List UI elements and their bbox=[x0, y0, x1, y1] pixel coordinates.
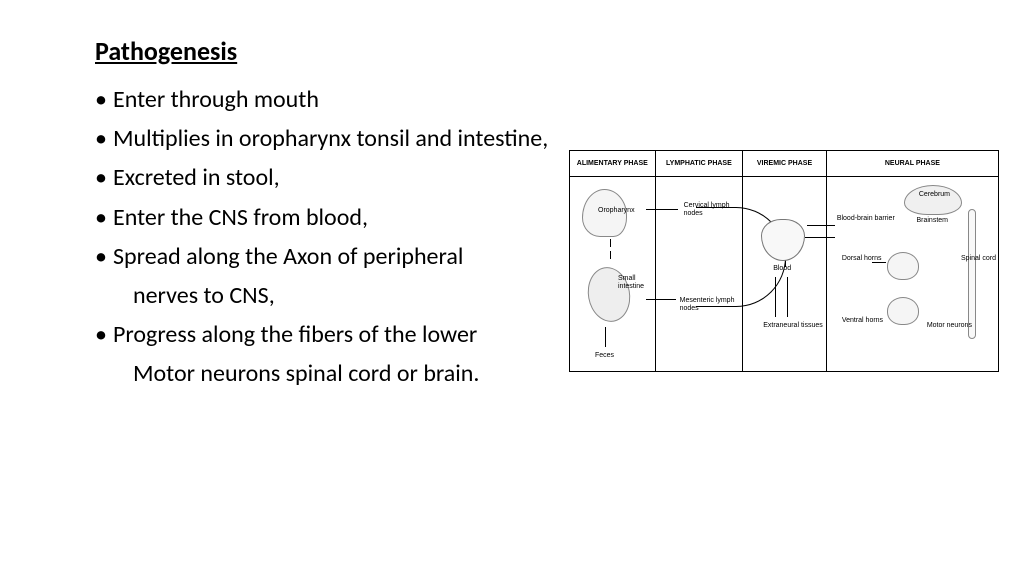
small-intestine-label: Small intestine bbox=[618, 275, 655, 290]
slide-heading: Pathogenesis bbox=[95, 35, 1024, 67]
arrow-icon bbox=[872, 262, 886, 263]
neural-phase-col: Cerebrum Blood-brain barrier Brainstem S… bbox=[827, 177, 998, 372]
oropharynx-label: Oropharynx bbox=[598, 207, 635, 215]
bullet-text: Enter through mouth bbox=[113, 85, 319, 114]
arrow-icon bbox=[605, 327, 606, 347]
lymphatic-phase-col: Cervical lymph nodes Mesenteric lymph no… bbox=[656, 177, 744, 372]
phase-body-row: Oropharynx Small intestine Feces Cervica… bbox=[570, 177, 998, 372]
bullet-text: Spread along the Axon of peripheral bbox=[113, 242, 463, 271]
cross-section-icon bbox=[887, 297, 919, 325]
spinal-cord-icon bbox=[968, 209, 976, 339]
phase-header-cell: NEURAL PHASE bbox=[827, 151, 998, 176]
spinal-cord-label: Spinal cord bbox=[961, 255, 996, 263]
cerebrum-label: Cerebrum bbox=[919, 191, 950, 199]
bullet-item: Enter through mouth bbox=[95, 81, 1024, 118]
bullet-text: Progress along the fibers of the lower bbox=[113, 320, 477, 349]
motor-neurons-label: Motor neurons bbox=[927, 322, 972, 330]
slide-content: Pathogenesis Enter through mouth Multipl… bbox=[0, 0, 1024, 576]
heart-icon bbox=[761, 219, 805, 261]
intestine-icon bbox=[584, 264, 635, 325]
arrow-icon bbox=[787, 277, 788, 317]
bullet-text: Enter the CNS from blood, bbox=[113, 203, 368, 232]
bbb-label: Blood-brain barrier bbox=[837, 215, 895, 223]
brainstem-label: Brainstem bbox=[916, 217, 948, 225]
bullet-text: Excreted in stool, bbox=[113, 163, 280, 192]
arrow-icon bbox=[610, 239, 611, 247]
ventral-horns-label: Ventral horns bbox=[842, 317, 883, 325]
arrow-icon bbox=[646, 209, 678, 210]
bullet-text: Multiplies in oropharynx tonsil and inte… bbox=[113, 124, 548, 153]
arrow-icon bbox=[775, 277, 776, 317]
phase-header-cell: LYMPHATIC PHASE bbox=[656, 151, 744, 176]
blood-label: Blood bbox=[773, 265, 791, 273]
alimentary-phase-col: Oropharynx Small intestine Feces bbox=[570, 177, 656, 372]
arrow-icon bbox=[646, 299, 676, 300]
brain-icon bbox=[904, 185, 962, 215]
viremic-phase-col: Blood Extraneural tissues bbox=[743, 177, 827, 372]
arrow-icon bbox=[610, 251, 611, 259]
phase-header-cell: VIREMIC PHASE bbox=[743, 151, 827, 176]
phase-header-row: ALIMENTARY PHASE LYMPHATIC PHASE VIREMIC… bbox=[570, 151, 998, 177]
phase-header-cell: ALIMENTARY PHASE bbox=[570, 151, 656, 176]
feces-label: Feces bbox=[595, 352, 614, 360]
arrow-icon bbox=[807, 225, 835, 226]
extraneural-label: Extraneural tissues bbox=[763, 322, 823, 330]
pathogenesis-diagram: ALIMENTARY PHASE LYMPHATIC PHASE VIREMIC… bbox=[569, 150, 999, 372]
cross-section-icon bbox=[887, 252, 919, 280]
